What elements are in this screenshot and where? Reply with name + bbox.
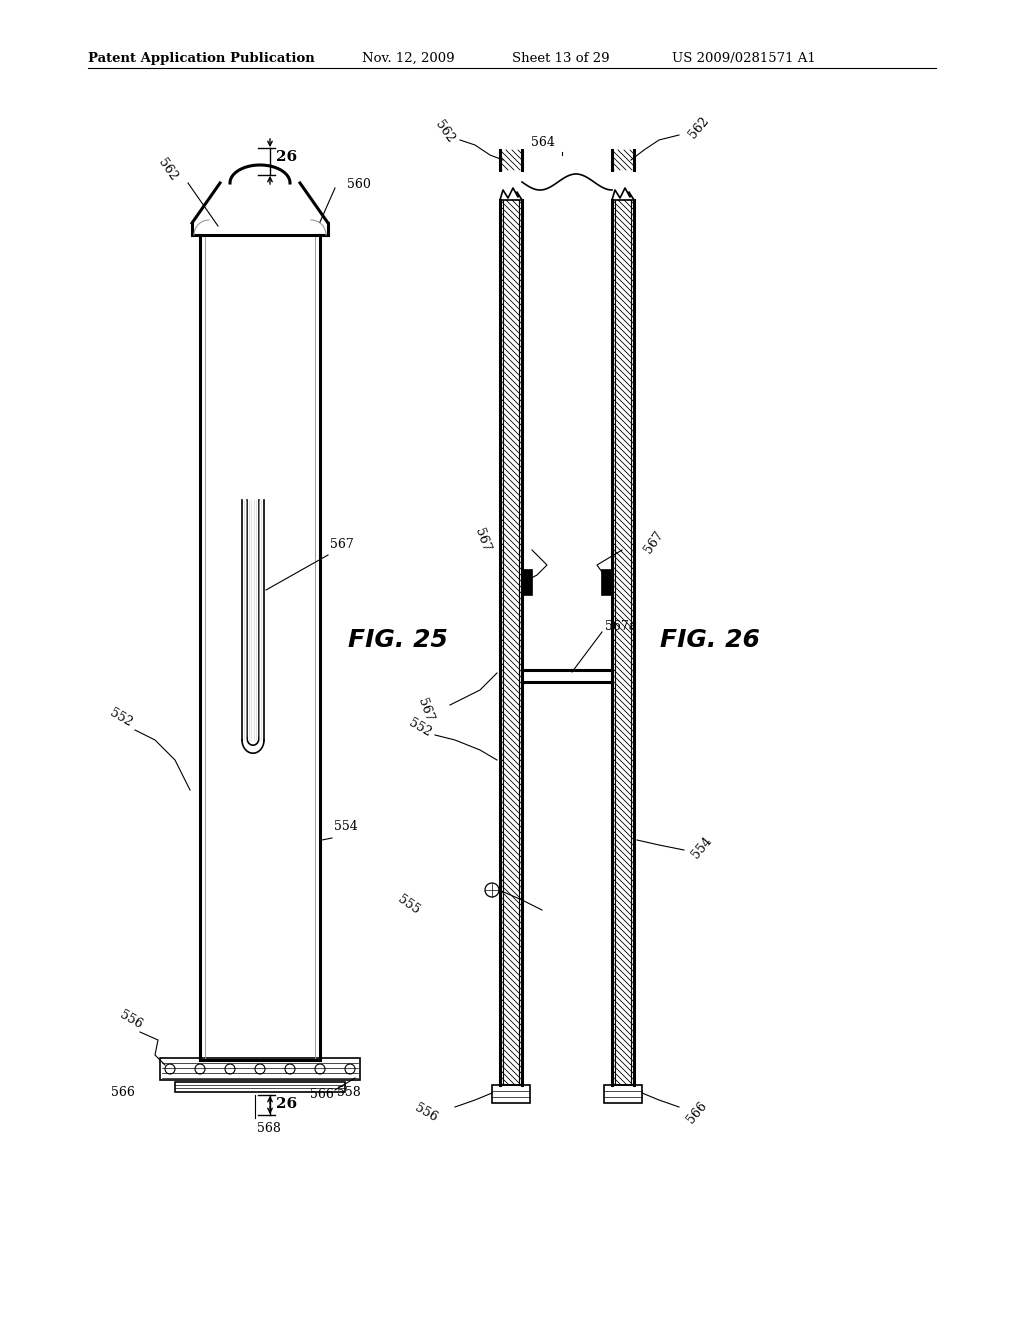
Text: 552: 552 bbox=[108, 706, 135, 730]
Text: 558: 558 bbox=[337, 1085, 360, 1098]
Text: 556: 556 bbox=[413, 1101, 440, 1125]
Text: 552: 552 bbox=[407, 717, 433, 739]
Bar bbox=[604, 1085, 642, 1104]
Text: 567: 567 bbox=[642, 528, 667, 556]
Text: 26: 26 bbox=[276, 1097, 297, 1111]
Text: 567: 567 bbox=[330, 539, 353, 552]
Bar bbox=[602, 570, 612, 595]
Text: 26: 26 bbox=[276, 150, 297, 164]
Text: 567: 567 bbox=[416, 697, 436, 723]
Text: 554: 554 bbox=[689, 834, 714, 861]
Text: US 2009/0281571 A1: US 2009/0281571 A1 bbox=[672, 51, 816, 65]
Text: FIG. 26: FIG. 26 bbox=[660, 628, 760, 652]
Text: 560: 560 bbox=[347, 177, 371, 190]
Text: 567a: 567a bbox=[605, 619, 636, 632]
Text: Sheet 13 of 29: Sheet 13 of 29 bbox=[512, 51, 609, 65]
Bar bbox=[175, 1082, 345, 1092]
Text: 562: 562 bbox=[433, 119, 457, 145]
Text: Nov. 12, 2009: Nov. 12, 2009 bbox=[362, 51, 455, 65]
Text: 556: 556 bbox=[118, 1008, 145, 1031]
Text: 566: 566 bbox=[684, 1100, 710, 1126]
Text: 566: 566 bbox=[310, 1089, 334, 1101]
Bar bbox=[522, 570, 532, 595]
Bar bbox=[160, 1059, 360, 1080]
Text: 566: 566 bbox=[112, 1085, 135, 1098]
Text: 554: 554 bbox=[334, 820, 357, 833]
Text: 567: 567 bbox=[472, 527, 493, 553]
Bar bbox=[492, 1085, 530, 1104]
Text: Patent Application Publication: Patent Application Publication bbox=[88, 51, 314, 65]
Text: 562: 562 bbox=[156, 157, 180, 183]
Text: FIG. 25: FIG. 25 bbox=[348, 628, 447, 652]
Text: 564: 564 bbox=[531, 136, 555, 149]
Text: 568: 568 bbox=[257, 1122, 281, 1134]
Text: 555: 555 bbox=[395, 892, 422, 917]
Text: 562: 562 bbox=[686, 115, 712, 141]
